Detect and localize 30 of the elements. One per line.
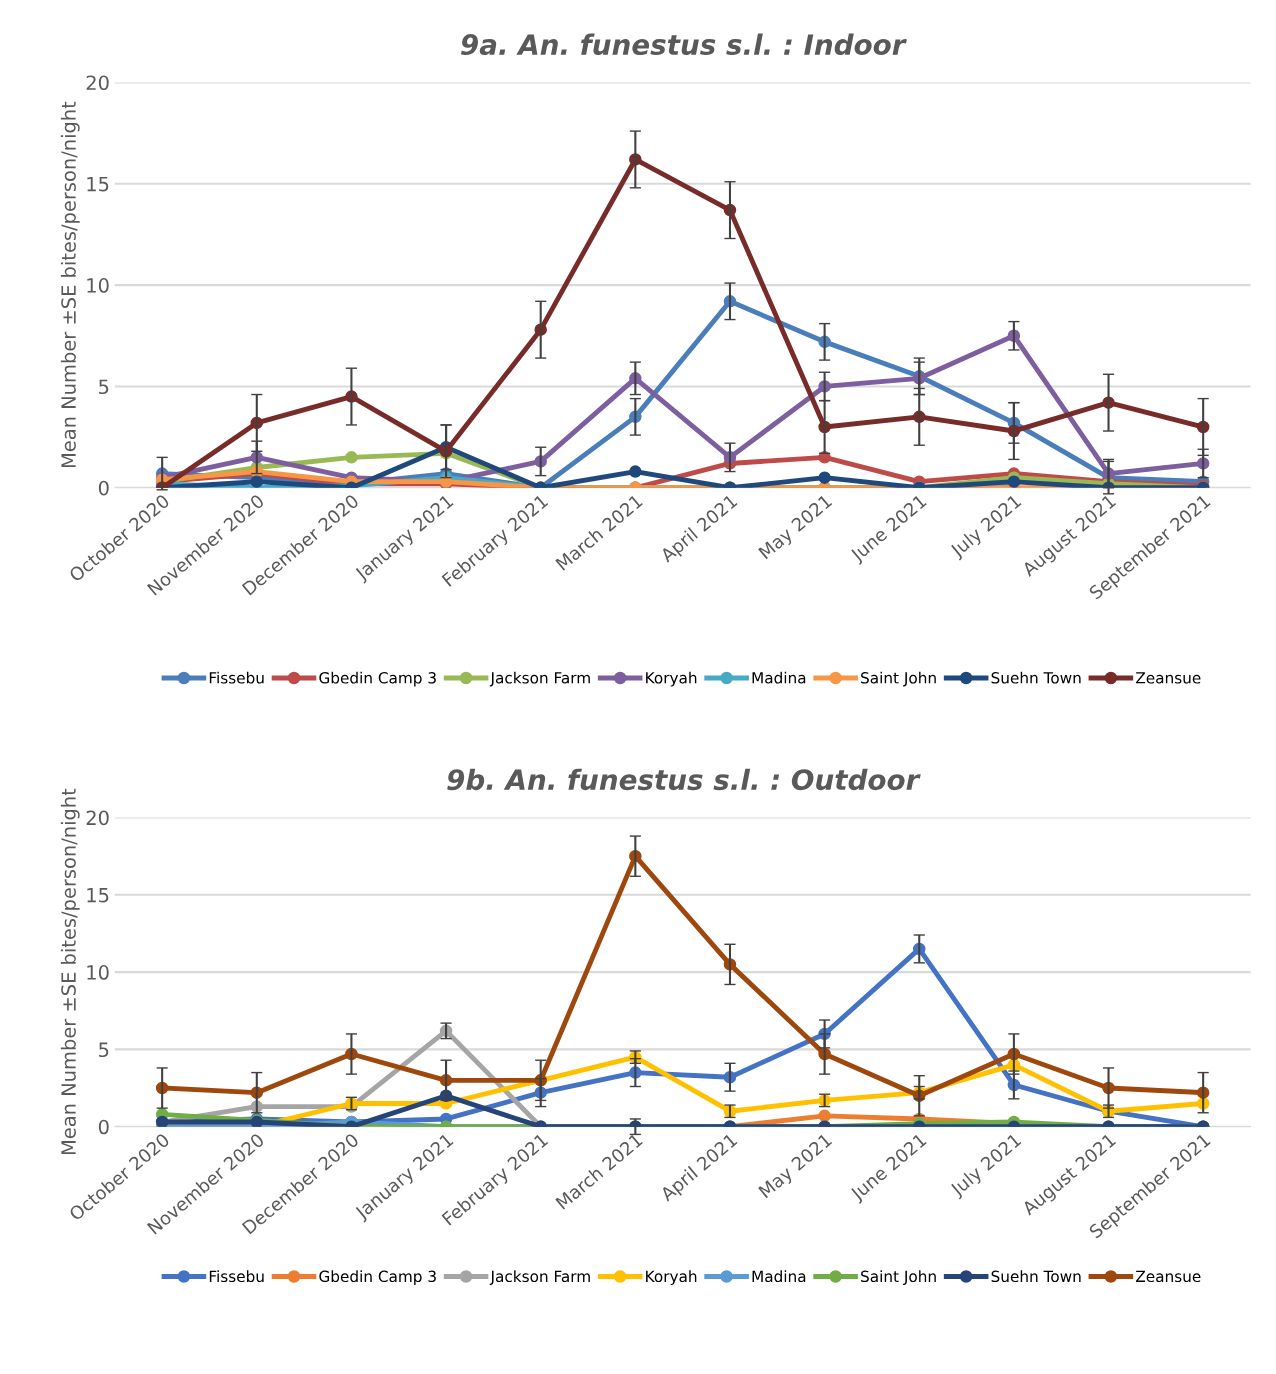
legend-label: Zeansue (1136, 1270, 1201, 1283)
y-tick-label: 15 (87, 176, 109, 192)
legend-label: Suehn Town (991, 671, 1081, 684)
y-tick-label: 20 (86, 75, 109, 91)
legend-label: Madina (752, 671, 806, 684)
y-tick-label: 0 (98, 1119, 109, 1135)
y-tick-label: 5 (99, 379, 109, 395)
legend-label: Fissebu (209, 671, 264, 684)
legend-label: Gbedin Camp 3 (319, 1270, 436, 1286)
y-axis-title: Mean Number ±SE bites/person/night (60, 788, 80, 1155)
y-tick-label: 20 (86, 810, 109, 826)
y-axis-title: Mean Number ±SE bites/person/night (60, 101, 80, 468)
legend-label: Suehn Town (991, 1270, 1081, 1283)
y-tick-label: 10 (87, 965, 109, 980)
legend-label: Gbedin Camp 3 (319, 671, 436, 687)
y-tick-label: 5 (99, 1042, 109, 1058)
legend-label: Koryah (646, 671, 697, 687)
legend-label: Fissebu (209, 1270, 264, 1283)
legend-label: Zeansue (1136, 672, 1201, 684)
legend-label: Koryah (646, 1270, 697, 1286)
y-tick-label: 0 (98, 480, 109, 496)
legend-label: Jackson Farm (489, 1270, 590, 1285)
legend-label: Saint John (861, 1270, 936, 1285)
legend-label: Jackson Farm (489, 671, 590, 687)
legend-label: Madina (752, 1270, 806, 1283)
y-tick-label: 15 (87, 888, 109, 903)
y-tick-label: 10 (87, 278, 109, 293)
legend-label: Saint John (861, 671, 936, 687)
chart-title: 9a. An. funestus s.l. : Indoor (461, 33, 907, 56)
chart-title: 9b. An. funestus s.l. : Outdoor (447, 768, 921, 791)
